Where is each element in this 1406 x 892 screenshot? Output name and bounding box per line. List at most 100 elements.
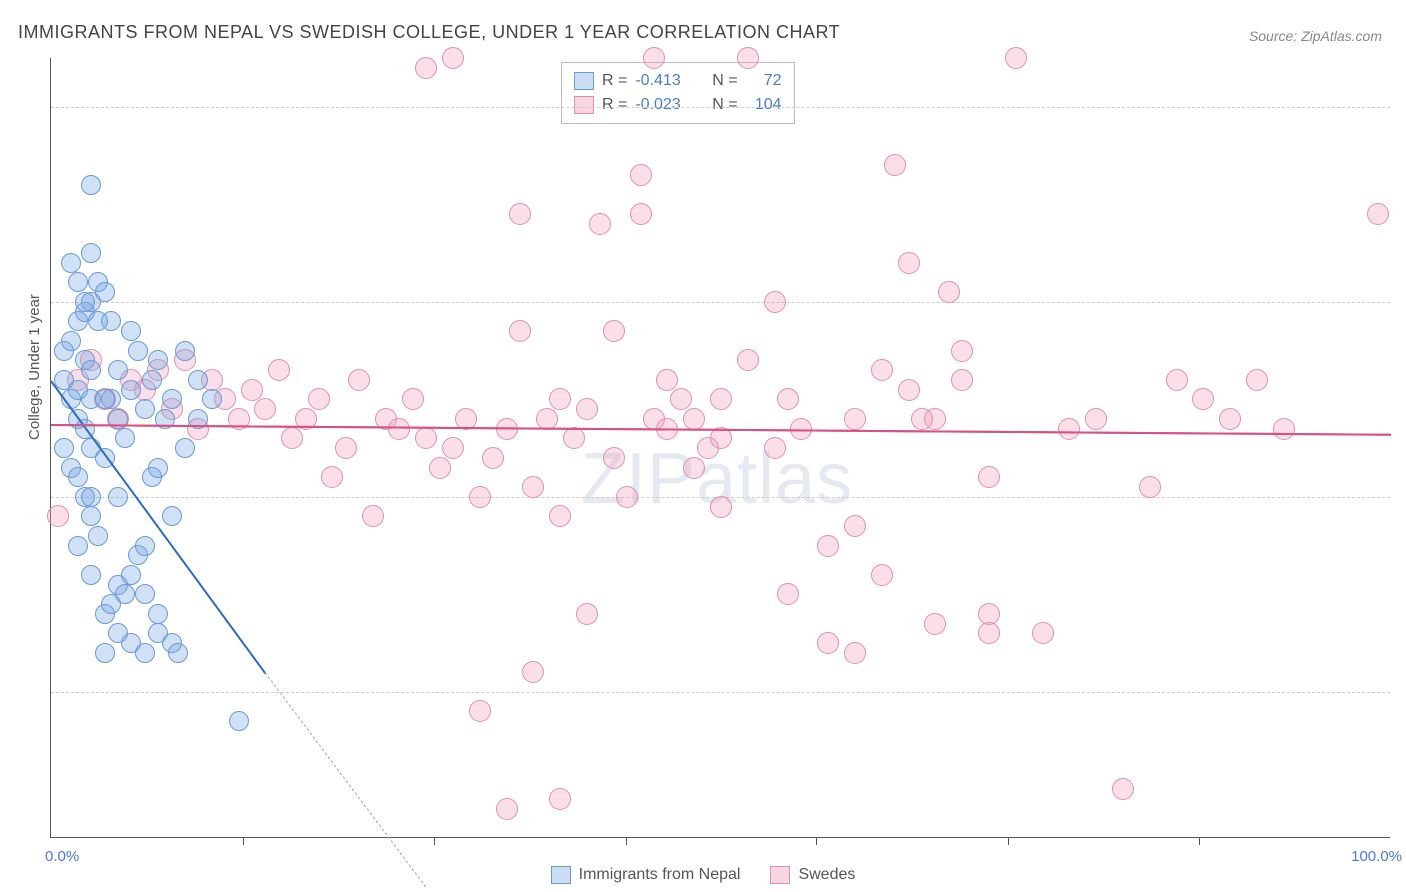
data-point [121,565,141,585]
data-point [81,487,101,507]
gridline-h [51,692,1390,693]
data-point [777,583,799,605]
data-point [121,321,141,341]
data-point [710,388,732,410]
data-point [308,388,330,410]
data-point [938,281,960,303]
data-point [335,437,357,459]
data-point [108,360,128,380]
data-point [643,47,665,69]
data-point [202,389,222,409]
data-point [1219,408,1241,430]
data-point [509,320,531,342]
data-point [175,438,195,458]
data-point [603,447,625,469]
data-point [603,320,625,342]
data-point [175,341,195,361]
data-point [710,496,732,518]
data-point [135,399,155,419]
data-point [616,486,638,508]
data-point [630,164,652,186]
data-point [589,213,611,235]
data-point [576,398,598,420]
data-point [362,505,384,527]
data-point [88,526,108,546]
data-point [75,292,95,312]
stats-legend-box: R = -0.413 N = 72R = -0.023 N = 104 [561,62,795,124]
chart-title: IMMIGRANTS FROM NEPAL VS SWEDISH COLLEGE… [18,22,840,43]
data-point [1192,388,1214,410]
data-point [81,175,101,195]
data-point [148,458,168,478]
data-point [254,398,276,420]
data-point [1085,408,1107,430]
legend-label: Swedes [798,866,855,884]
data-point [168,643,188,663]
data-point [115,428,135,448]
legend-item: Swedes [770,866,855,884]
data-point [81,565,101,585]
data-point [268,359,290,381]
data-point [95,389,115,409]
data-point [522,476,544,498]
data-point [911,408,933,430]
data-point [415,57,437,79]
data-point [737,349,759,371]
data-point [321,466,343,488]
gridline-h [51,302,1390,303]
stats-legend-row: R = -0.413 N = 72 [574,69,782,93]
data-point [128,341,148,361]
data-point [884,154,906,176]
data-point [95,282,115,302]
data-point [188,370,208,390]
data-point [135,584,155,604]
data-point [817,632,839,654]
trend-line-extrapolated [265,672,427,887]
data-point [47,505,69,527]
data-point [429,457,451,479]
data-point [148,604,168,624]
data-point [81,506,101,526]
data-point [442,437,464,459]
legend-swatch [551,866,571,884]
data-point [482,447,504,469]
data-point [469,700,491,722]
data-point [643,408,665,430]
data-point [135,643,155,663]
data-point [108,623,128,643]
x-tick [816,837,817,845]
x-axis-max-label: 100.0% [1351,848,1402,865]
source-attribution: Source: ZipAtlas.com [1249,28,1382,44]
data-point [549,505,571,527]
data-point [656,369,678,391]
y-tick-label: 80.0% [1400,293,1406,310]
data-point [81,360,101,380]
y-tick-label: 100.0% [1400,98,1406,115]
data-point [576,603,598,625]
legend-swatch [574,96,594,114]
x-tick [1008,837,1009,845]
data-point [61,331,81,351]
data-point [951,369,973,391]
data-point [777,388,799,410]
data-point [281,427,303,449]
gridline-h [51,107,1390,108]
y-axis-label: College, Under 1 year [26,294,43,440]
data-point [162,506,182,526]
data-point [844,642,866,664]
data-point [670,388,692,410]
data-point [108,487,128,507]
stats-legend-row: R = -0.023 N = 104 [574,93,782,117]
data-point [348,369,370,391]
data-point [81,243,101,263]
data-point [871,564,893,586]
data-point [54,438,74,458]
data-point [162,389,182,409]
data-point [142,370,162,390]
data-point [68,272,88,292]
data-point [415,427,437,449]
legend-item: Immigrants from Nepal [551,866,741,884]
x-tick [626,837,627,845]
data-point [1166,369,1188,391]
y-tick-label: 60.0% [1400,488,1406,505]
